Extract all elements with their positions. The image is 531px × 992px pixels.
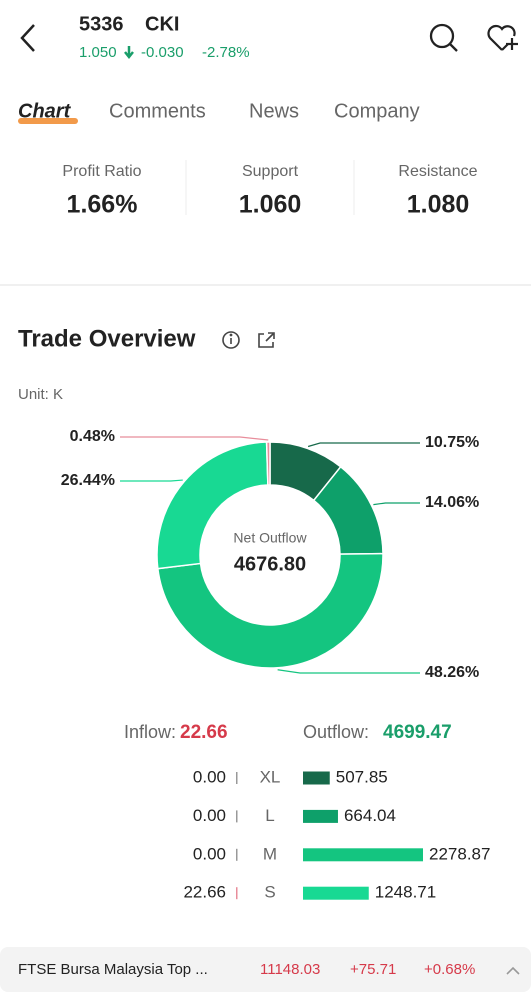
unit-label: Unit: K — [18, 386, 63, 403]
outflow-label: Outflow: — [303, 722, 369, 742]
leader-line — [307, 442, 420, 448]
segment-label: 48.26% — [425, 664, 479, 681]
outflow-bar — [303, 848, 423, 862]
tab[interactable]: Comments — [109, 100, 206, 122]
ticker-change-pct: +0.68% — [424, 961, 475, 978]
donut-chart: 10.75% 14.06% 48.26% 26.44% 0.48% Net Outflow… — [61, 428, 480, 681]
donut-segment — [156, 441, 269, 570]
outflow-bar — [303, 771, 330, 785]
tab[interactable]: Company — [334, 100, 420, 122]
leader-line — [277, 669, 420, 674]
category-label: M — [263, 844, 277, 863]
tab[interactable]: Chart — [18, 100, 72, 122]
ticker-value: 11148.03 — [260, 961, 320, 978]
leader-line — [373, 502, 420, 506]
inflow-value: 0.00 — [193, 806, 226, 825]
segment-label: 0.48% — [70, 428, 115, 445]
inflow-value: 0.00 — [193, 767, 226, 786]
category-label: XL — [260, 767, 281, 786]
leader-line — [120, 479, 183, 482]
segment-label: 14.06% — [425, 494, 479, 511]
tab-underline — [18, 118, 78, 124]
outflow-value: 2278.87 — [429, 844, 490, 863]
section-title: Trade Overview — [18, 325, 196, 352]
separator — [0, 284, 531, 286]
watchlist-button[interactable] — [487, 24, 518, 51]
outflow-bar — [303, 886, 369, 900]
leader-line — [120, 436, 269, 441]
stat-value: 1.060 — [239, 191, 302, 219]
outflow-bar — [303, 809, 338, 823]
tab[interactable]: News — [249, 100, 299, 122]
inflow-value: 22.66 — [183, 883, 226, 902]
donut-segment — [156, 552, 384, 669]
inflow-bar — [236, 772, 238, 784]
segment-label: 26.44% — [61, 472, 115, 489]
inflow-label: Inflow: — [124, 722, 176, 742]
center-label: Net Outflow — [233, 530, 307, 546]
outflow-value: 4699.47 — [383, 722, 452, 743]
price-change-pct: -2.78% — [202, 44, 250, 61]
outflow-value: 507.85 — [336, 767, 388, 786]
donut-segment — [265, 441, 271, 486]
down-arrow — [124, 46, 134, 60]
inflow-value: 0.00 — [193, 844, 226, 863]
inflow-value: 22.66 — [180, 722, 228, 743]
ticker-change: +75.71 — [350, 961, 396, 978]
info-button[interactable] — [222, 331, 240, 349]
inflow-bar — [236, 810, 238, 823]
stat-value: 1.66% — [67, 191, 138, 219]
flow-bars: 0.00 XL 507.85 0.00 L 664.04 0.00 M 2278.87 22.66… — [183, 767, 490, 901]
category-label: S — [264, 883, 275, 902]
center-value: 4676.80 — [234, 553, 306, 575]
outflow-value: 1248.71 — [375, 883, 436, 902]
outflow-value: 664.04 — [344, 806, 396, 825]
stat-label: Support — [242, 163, 299, 180]
stat-label: Profit Ratio — [62, 163, 141, 180]
back-button[interactable] — [20, 24, 35, 52]
stat-value: 1.080 — [407, 191, 470, 219]
share-button[interactable] — [258, 332, 275, 348]
inflow-bar — [236, 887, 238, 900]
inflow-bar — [236, 848, 238, 861]
ticker-bar[interactable] — [0, 947, 531, 992]
price: 1.050 — [79, 44, 117, 61]
segment-label: 10.75% — [425, 434, 479, 451]
expand-button[interactable] — [506, 966, 520, 975]
ticker-name: FTSE Bursa Malaysia Top ... — [18, 961, 208, 978]
category-label: L — [265, 806, 274, 825]
search-button[interactable] — [429, 23, 458, 52]
stat-label: Resistance — [398, 163, 477, 180]
stock-name: CKI — [145, 13, 179, 35]
price-change: -0.030 — [141, 44, 184, 61]
stock-code: 5336 — [79, 13, 124, 35]
